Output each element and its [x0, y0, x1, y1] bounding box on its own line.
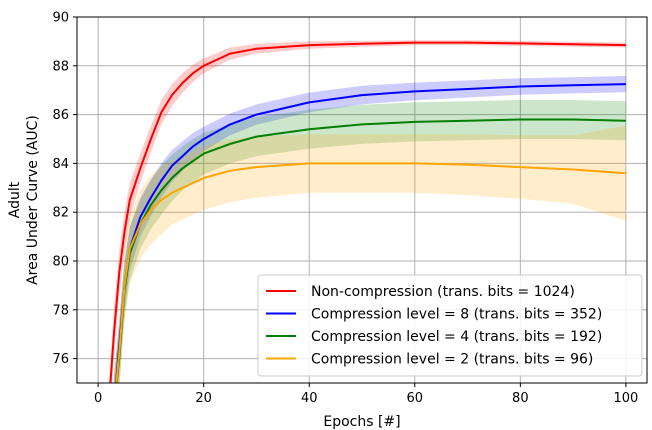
- band-series-3: [113, 100, 626, 383]
- y-axis-label-line-2: Area Under Curve (AUC): [25, 115, 41, 285]
- line-series-3: [115, 118, 626, 383]
- y-tick-label: 84: [52, 157, 69, 172]
- x-tick-label: 40: [301, 391, 318, 406]
- x-tick-label: 20: [195, 391, 212, 406]
- series-lines: [109, 41, 626, 383]
- confidence-bands: [108, 40, 626, 383]
- y-tick-label: 86: [52, 108, 69, 123]
- x-tick-label: 100: [613, 391, 638, 406]
- legend-entry: Compression level = 4 (trans. bits = 192…: [311, 329, 602, 345]
- y-tick-label: 80: [52, 255, 69, 270]
- ticks: 0 20 40 60 80 100 76 78 80 82 84 86 88 90: [52, 11, 638, 407]
- y-tick-label: 78: [52, 303, 69, 318]
- legend-entry: Compression level = 8 (trans. bits = 352…: [311, 307, 602, 323]
- legend-entry: Compression level = 2 (trans. bits = 96): [311, 352, 593, 368]
- y-axis-label-line-1: Adult: [7, 181, 23, 218]
- y-tick-label: 88: [52, 59, 69, 74]
- x-tick-label: 0: [94, 391, 102, 406]
- x-tick-label: 80: [512, 391, 529, 406]
- legend: Non-compression (trans. bits = 1024) Comp…: [257, 274, 643, 377]
- y-tick-label: 76: [52, 352, 69, 367]
- legend-box: [257, 274, 643, 377]
- y-tick-label: 90: [52, 11, 69, 26]
- x-tick-label: 60: [407, 391, 424, 406]
- legend-entry: Non-compression (trans. bits = 1024): [311, 284, 575, 300]
- y-tick-label: 82: [52, 206, 69, 221]
- x-axis-label: Epochs [#]: [323, 414, 400, 430]
- plot-frame: [76, 16, 648, 384]
- band-series-4: [113, 125, 626, 383]
- line-series-4: [115, 162, 626, 383]
- line-series-1: [109, 41, 626, 383]
